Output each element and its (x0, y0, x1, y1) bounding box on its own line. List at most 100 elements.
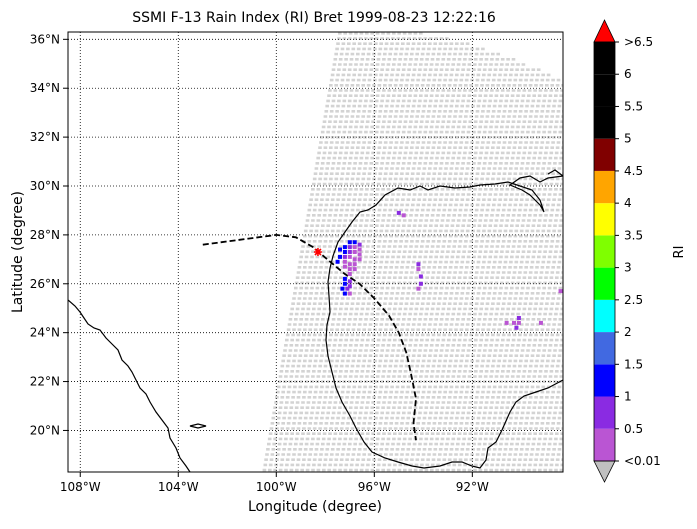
colorbar-segment (594, 74, 615, 107)
rain-point (338, 254, 343, 259)
rain-point (352, 250, 357, 254)
colorbar-tick-label: >6.5 (624, 35, 653, 49)
x-tick-label: 108°W (60, 480, 101, 494)
colorbar-tick-label: 6 (624, 67, 632, 81)
y-axis-label: Latitude (degree) (10, 191, 26, 313)
rain-point (347, 291, 352, 296)
colorbar: <0.01 0.5 1 1.5 2 2.5 3 3.5 4 4.5 5 5.5 6 >6.5 (593, 19, 661, 483)
colorbar-frame (593, 41, 616, 462)
rain-point (416, 267, 421, 272)
rain-point (342, 264, 347, 269)
rain-index-points (335, 210, 563, 330)
colorbar-label: RI (672, 246, 687, 259)
rain-point (558, 289, 563, 294)
rain-point (352, 267, 357, 272)
colorbar-segment (594, 267, 615, 300)
colorbar-tick-label: 4 (624, 196, 632, 210)
y-tick-label: 36°N (30, 32, 60, 46)
rain-point (416, 286, 421, 291)
colorbar-tick-label: 5.5 (624, 99, 643, 113)
colorbar-segment (594, 364, 615, 397)
colorbar-tick-label: 2 (624, 325, 632, 339)
rain-point (396, 210, 401, 215)
y-tick-label: 28°N (30, 228, 60, 242)
x-tick-label: 104°W (158, 480, 199, 494)
rain-point (516, 316, 521, 320)
y-tick-label: 30°N (30, 179, 60, 193)
rain-point (347, 272, 352, 276)
rain-point (347, 262, 352, 267)
y-tick-label: 26°N (30, 277, 60, 291)
swath-footprints (262, 32, 563, 472)
x-tick-label: 100°W (256, 480, 297, 494)
rain-point (416, 262, 421, 267)
y-tick-label: 34°N (30, 81, 60, 95)
colorbar-tick-label: <0.01 (624, 454, 661, 468)
colorbar-segment (594, 138, 615, 171)
rain-point (504, 320, 509, 325)
x-tick-label: 92°W (456, 480, 489, 494)
colorbar-tick-label: 3 (624, 261, 632, 275)
satellite-swath (262, 32, 563, 472)
rain-point (347, 279, 352, 284)
rain-point (347, 240, 352, 245)
rain-point (342, 245, 347, 250)
rain-point (418, 281, 423, 286)
track-line (202, 233, 417, 441)
rain-point (345, 286, 350, 291)
rain-point (342, 276, 347, 281)
rain-point (352, 262, 357, 267)
rain-point (342, 259, 347, 264)
plot-frame (67, 31, 564, 473)
rain-point (418, 274, 423, 279)
colorbar-tick-label: 0.5 (624, 422, 643, 436)
colorbar-segment (594, 42, 615, 75)
rain-point (516, 320, 521, 325)
colorbar-segment (594, 299, 615, 333)
rain-point (357, 247, 362, 252)
x-axis-ticks: 108°W 104°W 100°W 96°W 92°W (60, 472, 489, 494)
storm-center-marker (313, 248, 322, 256)
coastline (68, 169, 563, 472)
colorbar-tick-label: 3.5 (624, 228, 643, 242)
rain-point (342, 254, 347, 259)
rain-point (347, 245, 352, 250)
colorbar-segment (594, 203, 615, 236)
colorbar-extend-max (593, 19, 616, 43)
x-axis-label: Longitude (degree) (248, 499, 382, 515)
rain-point (538, 320, 543, 325)
colorbar-extend-min (593, 460, 616, 483)
rain-point (342, 281, 347, 286)
rain-point (347, 254, 352, 259)
rain-point (352, 240, 357, 245)
rain-point (342, 250, 347, 254)
colorbar-segment (594, 235, 615, 268)
x-tick-label: 96°W (358, 480, 391, 494)
storm-track (202, 233, 417, 441)
rain-point (511, 320, 516, 325)
colorbar-tick-label: 5 (624, 132, 632, 146)
rain-point (352, 245, 357, 250)
rain-point (335, 259, 340, 264)
rain-point (338, 247, 343, 252)
colorbar-tick-label: 1.5 (624, 357, 643, 371)
colorbar-segment (594, 170, 615, 204)
chart-title: SSMI F-13 Rain Index (RI) Bret 1999-08-2… (132, 10, 496, 26)
rain-point (357, 257, 362, 262)
colorbar-tick-label: 2.5 (624, 293, 643, 307)
rain-point (352, 257, 357, 262)
rain-point (340, 286, 345, 291)
y-tick-label: 32°N (30, 130, 60, 144)
colorbar-segment (594, 332, 615, 365)
rain-point (401, 213, 406, 218)
rain-point (347, 284, 352, 289)
y-tick-label: 24°N (30, 326, 60, 340)
rain-point (347, 250, 352, 254)
rain-point (514, 325, 519, 330)
colorbar-segment (594, 106, 615, 139)
colorbar-segment (594, 396, 615, 429)
colorbar-tick-label: 1 (624, 390, 632, 404)
rain-point (347, 267, 352, 272)
